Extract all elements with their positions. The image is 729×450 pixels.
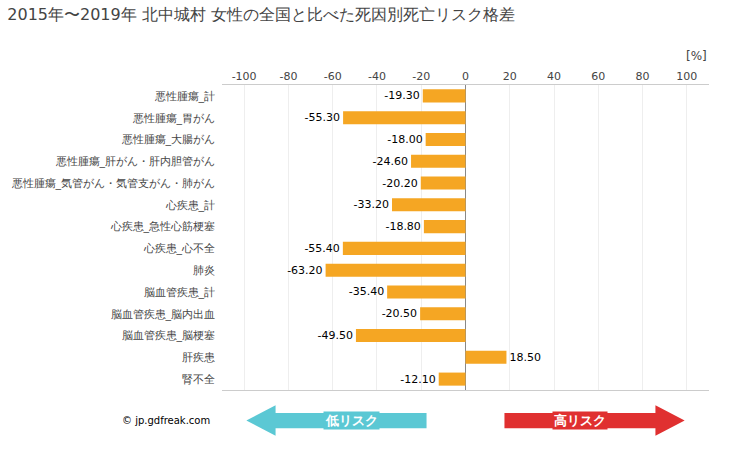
- svg-text:-24.60: -24.60: [373, 155, 408, 168]
- svg-text:-40: -40: [368, 70, 386, 83]
- svg-text:0: 0: [462, 70, 469, 83]
- svg-text:心疾患_心不全: 心疾患_心不全: [143, 242, 216, 255]
- svg-text:20: 20: [503, 70, 517, 83]
- svg-text:40: 40: [547, 70, 561, 83]
- svg-text:-55.40: -55.40: [304, 242, 339, 255]
- svg-text:心疾患_急性心筋梗塞: 心疾患_急性心筋梗塞: [110, 220, 216, 233]
- svg-text:-35.40: -35.40: [349, 285, 384, 298]
- svg-text:-18.00: -18.00: [387, 133, 422, 146]
- svg-text:悪性腫瘍_肝がん・肝内胆管がん: 悪性腫瘍_肝がん・肝内胆管がん: [55, 155, 216, 168]
- svg-text:脳血管疾患_計: 脳血管疾患_計: [144, 286, 216, 299]
- svg-text:-80: -80: [279, 70, 297, 83]
- svg-text:-100: -100: [232, 70, 257, 83]
- svg-text:高リスク: 高リスク: [554, 413, 606, 428]
- svg-text:悪性腫瘍_胃がん: 悪性腫瘍_胃がん: [132, 112, 216, 125]
- svg-text:-63.20: -63.20: [287, 264, 322, 277]
- svg-text:肝疾患: 肝疾患: [182, 351, 215, 364]
- svg-text:腎不全: 腎不全: [182, 373, 215, 386]
- svg-text:-33.20: -33.20: [354, 198, 389, 211]
- svg-text:-20.20: -20.20: [382, 177, 417, 190]
- svg-text:肺炎: 肺炎: [193, 264, 215, 277]
- svg-text:100: 100: [676, 70, 697, 83]
- svg-text:-12.10: -12.10: [400, 373, 435, 386]
- svg-text:悪性腫瘍_気管がん・気管支がん・肺がん: 悪性腫瘍_気管がん・気管支がん・肺がん: [11, 177, 216, 190]
- svg-text:2015年〜2019年 北中城村 女性の全国と比べた死因別死: 2015年〜2019年 北中城村 女性の全国と比べた死因別死亡リスク格差: [7, 5, 515, 24]
- svg-text:[%]: [%]: [686, 49, 707, 63]
- svg-text:80: 80: [636, 70, 650, 83]
- svg-text:-18.80: -18.80: [385, 220, 420, 233]
- svg-text:脳血管疾患_脳内出血: 脳血管疾患_脳内出血: [111, 308, 216, 321]
- svg-text:-19.30: -19.30: [384, 89, 419, 102]
- svg-text:悪性腫瘍_大腸がん: 悪性腫瘍_大腸がん: [121, 133, 216, 146]
- svg-text:60: 60: [591, 70, 605, 83]
- svg-text:© jp.gdfreak.com: © jp.gdfreak.com: [122, 415, 210, 426]
- svg-text:脳血管疾患_脳梗塞: 脳血管疾患_脳梗塞: [122, 329, 216, 342]
- svg-text:-60: -60: [324, 70, 342, 83]
- svg-text:-55.30: -55.30: [305, 111, 340, 124]
- svg-text:悪性腫瘍_計: 悪性腫瘍_計: [154, 90, 216, 103]
- svg-text:18.50: 18.50: [509, 351, 541, 364]
- svg-text:-20: -20: [412, 70, 430, 83]
- svg-text:低リスク: 低リスク: [325, 413, 378, 428]
- svg-text:-49.50: -49.50: [317, 329, 352, 342]
- svg-text:-20.50: -20.50: [382, 307, 417, 320]
- svg-text:心疾患_計: 心疾患_計: [165, 199, 216, 212]
